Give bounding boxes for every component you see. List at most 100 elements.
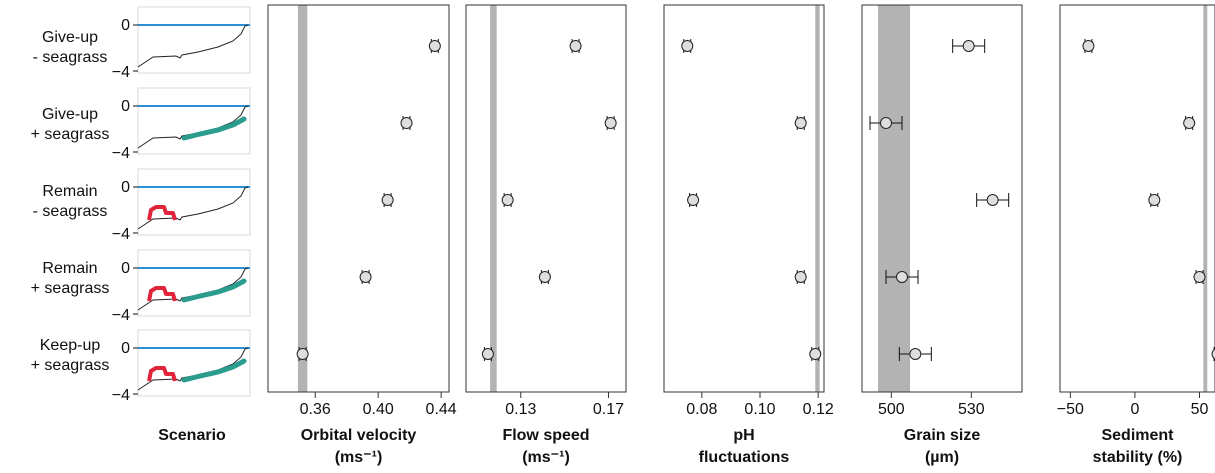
data-point-group xyxy=(885,270,919,284)
y-tick-label: 0 xyxy=(121,17,130,34)
data-point xyxy=(1211,348,1215,360)
data-point-group xyxy=(428,39,441,53)
data-point-group xyxy=(359,270,372,284)
scenario-label: + seagrass xyxy=(31,126,110,143)
data-point xyxy=(381,194,394,206)
data-point xyxy=(538,271,551,283)
y-tick-label: 0 xyxy=(121,260,130,277)
seagrass-band xyxy=(181,358,247,383)
scenario-label: Keep-up xyxy=(40,337,101,354)
reference-band xyxy=(297,5,308,392)
x-axis-title: Sediment xyxy=(1101,427,1174,444)
data-point-group xyxy=(794,116,807,130)
reference-band xyxy=(815,5,820,392)
plot-frame xyxy=(267,4,450,393)
data-point-group xyxy=(1193,270,1206,284)
data-point-group xyxy=(501,193,514,207)
x-axis-title: fluctuations xyxy=(699,449,790,466)
scenario-label: - seagrass xyxy=(33,49,108,66)
reference-band xyxy=(878,5,910,392)
data-point-group xyxy=(1211,347,1215,361)
reef-structure xyxy=(147,205,177,221)
plot-frame xyxy=(861,4,1023,393)
y-tick-label: 0 xyxy=(121,179,130,196)
x-tick-label: 0.36 xyxy=(300,401,331,418)
scenario-row: 0 −4 Remain + seagrass xyxy=(31,249,251,324)
data-point-group xyxy=(400,116,413,130)
data-point xyxy=(681,40,694,52)
data-point-group xyxy=(1183,116,1196,130)
scenario-row: 0 −4 Give-up - seagrass xyxy=(33,6,251,81)
x-tick-label: 0.10 xyxy=(744,401,775,418)
y-tick-label: −4 xyxy=(112,226,130,243)
y-tick-label: 0 xyxy=(121,340,130,357)
scenario-label: + seagrass xyxy=(31,357,110,374)
data-point-group xyxy=(381,193,394,207)
data-point xyxy=(400,117,413,129)
reference-band xyxy=(490,5,497,392)
data-point xyxy=(794,117,807,129)
x-tick-label: 50 xyxy=(1191,401,1209,418)
y-tick-label: −4 xyxy=(112,64,130,81)
data-point xyxy=(1183,117,1196,129)
data-point xyxy=(896,271,908,283)
data-point-group xyxy=(481,347,494,361)
reef-structure xyxy=(147,366,177,382)
data-point xyxy=(880,117,892,129)
scenario-row: 0 −4 Keep-up + seagrass xyxy=(31,329,251,404)
data-point-group xyxy=(681,39,694,53)
data-point-group xyxy=(1082,39,1095,53)
seagrass-band xyxy=(181,278,247,303)
y-tick-label: −4 xyxy=(112,387,130,404)
data-point-group xyxy=(794,270,807,284)
data-point-group xyxy=(1148,193,1161,207)
scenario-label: Give-up xyxy=(42,29,98,46)
data-point-group xyxy=(952,39,986,53)
data-point-group xyxy=(809,347,822,361)
data-point xyxy=(1082,40,1095,52)
scenario-panel xyxy=(137,329,251,397)
dot-plot-panel: −50 0 50 Sediment stability (%) xyxy=(1057,4,1215,466)
data-point xyxy=(962,40,975,52)
scenario-label: Remain xyxy=(42,260,97,277)
data-point-group xyxy=(296,347,309,361)
y-tick-label: −4 xyxy=(112,145,130,162)
dot-plot-panel: 500 530 Grain size (µm) xyxy=(861,4,1023,466)
depth-profile xyxy=(137,24,249,68)
dot-plot-panel: 0.36 0.40 0.44 Orbital velocity (ms⁻¹) xyxy=(267,4,457,466)
data-point xyxy=(481,348,494,360)
y-tick-label: 0 xyxy=(121,98,130,115)
scenario-label: - seagrass xyxy=(33,203,108,220)
scenario-label: Remain xyxy=(42,183,97,200)
scenario-label: Give-up xyxy=(42,106,98,123)
seagrass-band xyxy=(181,116,247,141)
reef-structure xyxy=(147,286,177,302)
x-axis-title: (µm) xyxy=(925,449,959,466)
plot-frame xyxy=(663,4,825,393)
scenario-panel xyxy=(137,87,251,155)
scenario-label: + seagrass xyxy=(31,280,110,297)
data-point xyxy=(809,348,822,360)
x-axis-title: (ms⁻¹) xyxy=(335,449,383,466)
scenario-row: 0 −4 Remain - seagrass xyxy=(33,168,251,243)
depth-profile xyxy=(137,186,249,230)
x-tick-label: 500 xyxy=(878,401,905,418)
scenario-panel xyxy=(137,6,251,74)
x-tick-label: 0 xyxy=(1130,401,1139,418)
data-point-group xyxy=(569,39,582,53)
data-point xyxy=(428,40,441,52)
x-tick-label: 0.17 xyxy=(593,401,624,418)
x-axis-title: Flow speed xyxy=(502,427,589,444)
x-tick-label: 530 xyxy=(958,401,985,418)
plot-frame xyxy=(465,4,627,393)
x-tick-label: 0.12 xyxy=(803,401,834,418)
data-point-group xyxy=(976,193,1010,207)
data-point xyxy=(687,194,700,206)
data-point xyxy=(1193,271,1206,283)
data-point-group xyxy=(869,116,903,130)
data-point xyxy=(794,271,807,283)
x-axis-title: Scenario xyxy=(158,427,226,444)
data-point xyxy=(909,348,922,360)
